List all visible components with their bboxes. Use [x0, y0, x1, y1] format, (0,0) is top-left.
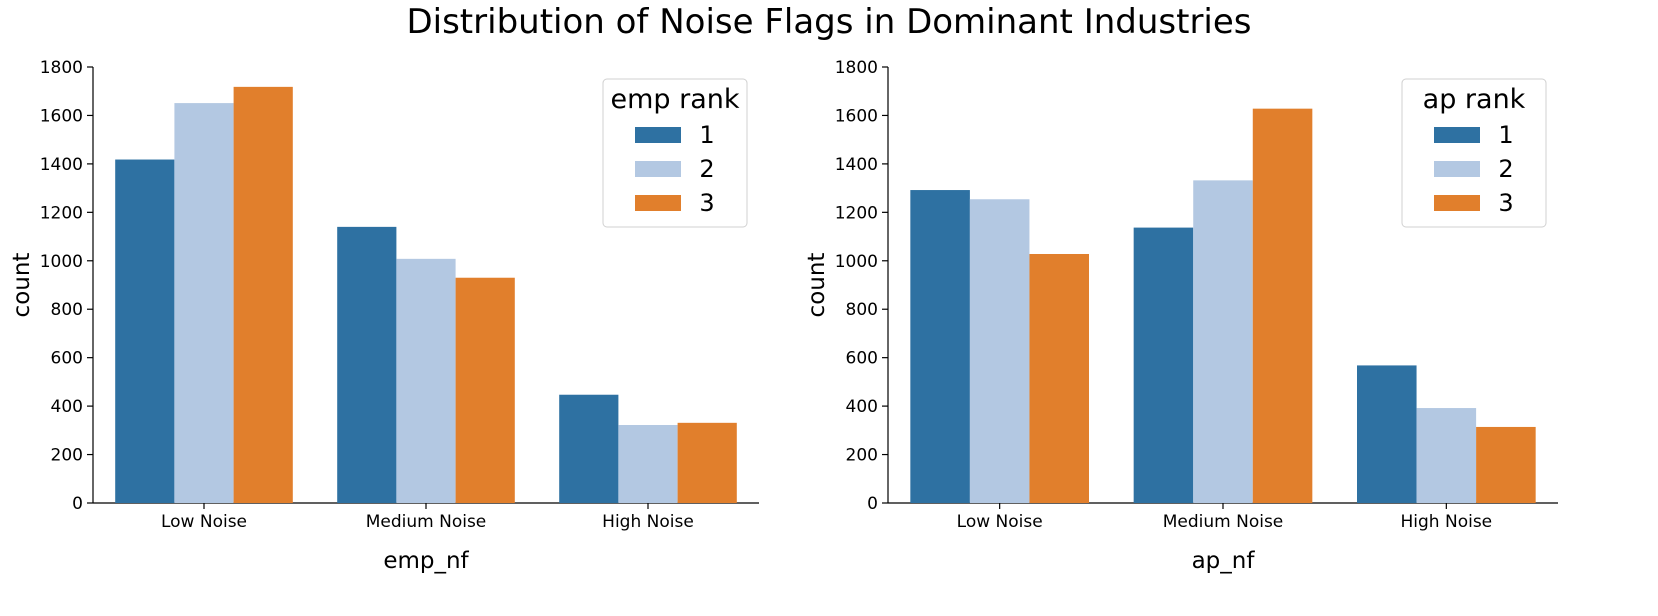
- panel1-legend-label-2: 2: [699, 155, 714, 183]
- panel1-y-tick-label: 1800: [40, 58, 83, 78]
- panel1-y-tick-label: 1200: [40, 203, 83, 223]
- panel1-x-tick-label: Medium Noise: [366, 512, 487, 532]
- panel2-y-tick-label: 1400: [835, 155, 878, 175]
- panel2-y-tick-label: 400: [846, 397, 878, 417]
- panel2-y-axis-label: count: [804, 253, 830, 318]
- panel2-legend-swatch-3: [1434, 195, 1480, 211]
- panel2-bar-rank3-3: [1476, 426, 1536, 503]
- panel2-y-tick-label: 1200: [835, 203, 878, 223]
- panel1-legend-box: [602, 78, 748, 228]
- panel2-legend-label-1: 1: [1498, 121, 1513, 149]
- panel2-legend-title: ap rank: [1423, 84, 1526, 115]
- panel2-x-tick-label: High Noise: [1401, 512, 1493, 532]
- chart-title: Distribution of Noise Flags in Dominant …: [406, 2, 1252, 42]
- panel1-legend-swatch-2: [635, 161, 681, 177]
- panel1-y-tick-label: 800: [51, 300, 83, 320]
- panel2-y-tick-label: 200: [846, 446, 878, 466]
- panel2-bar-rank2-1: [969, 199, 1030, 503]
- panel2-legend-swatch-1: [1434, 127, 1480, 143]
- panel2-bar-rank3-1: [1029, 253, 1089, 503]
- panel1-bar-rank3-1: [233, 86, 293, 504]
- panel1-legend-title: emp rank: [610, 84, 739, 115]
- panel1-bar-rank1-3: [559, 394, 619, 503]
- panel2-bar-rank1-2: [1133, 227, 1194, 504]
- panel2-bar-rank1-1: [910, 190, 970, 503]
- panel1-bar-rank3-3: [677, 422, 737, 503]
- panel1-y-tick-label: 1600: [40, 106, 83, 126]
- panel1-bar-rank3-2: [455, 277, 515, 503]
- panel1-legend-label-1: 1: [699, 121, 714, 149]
- panel1-y-axis-label: count: [9, 253, 35, 318]
- panel2-y-tick-label: 0: [867, 494, 878, 514]
- panel2-legend-label-2: 2: [1498, 155, 1513, 183]
- panel1-bar-rank2-2: [396, 258, 456, 503]
- panel1-x-tick-label: Low Noise: [161, 512, 247, 532]
- panel1-x-tick-label: High Noise: [602, 512, 694, 532]
- panel1-bar-rank1-2: [337, 226, 397, 503]
- panel1-legend-swatch-3: [635, 195, 681, 211]
- panel1-bar-rank2-1: [174, 103, 234, 503]
- panel1-y-tick-label: 1000: [40, 252, 83, 272]
- panel1-y-tick-label: 1400: [40, 155, 83, 175]
- panel2-x-tick-label: Medium Noise: [1163, 512, 1284, 532]
- panel2-legend-box: [1401, 78, 1547, 228]
- panel1-y-tick-label: 0: [72, 494, 83, 514]
- panel2-y-tick-label: 1600: [835, 106, 878, 126]
- panel2-y-tick-label: 600: [846, 349, 878, 369]
- panel1-x-axis-label: emp_nf: [383, 548, 469, 574]
- panel2-y-tick-label: 1800: [835, 58, 878, 78]
- panel2-bar-rank3-2: [1252, 108, 1313, 503]
- panel2-legend-label-3: 3: [1498, 189, 1513, 217]
- panel1-bar-rank2-3: [618, 425, 678, 503]
- panel2-bar-rank2-3: [1416, 408, 1477, 503]
- panel2-y-tick-label: 800: [846, 300, 878, 320]
- panel2-x-axis-label: ap_nf: [1192, 548, 1256, 574]
- panel2-legend-swatch-2: [1434, 161, 1480, 177]
- panel1-y-tick-label: 200: [51, 446, 83, 466]
- panel2-bar-rank2-2: [1193, 180, 1253, 504]
- panel2-x-tick-label: Low Noise: [957, 512, 1043, 532]
- panel1-legend-label-3: 3: [699, 189, 714, 217]
- panel1-y-tick-label: 400: [51, 397, 83, 417]
- panel1-y-tick-label: 600: [51, 349, 83, 369]
- panel2-y-tick-label: 1000: [835, 252, 878, 272]
- panel1-legend-swatch-1: [635, 127, 681, 143]
- panel2-bar-rank1-3: [1357, 365, 1417, 503]
- panel1-bar-rank1-1: [115, 159, 175, 504]
